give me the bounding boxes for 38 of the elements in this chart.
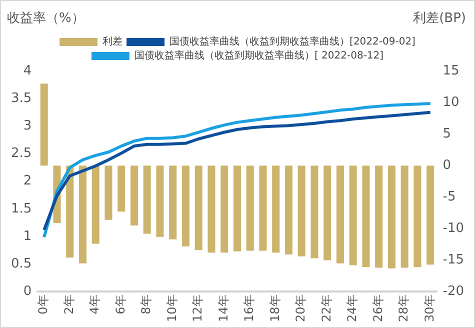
y-tick-label: 2 xyxy=(23,174,32,189)
x-tick-label: 4年 xyxy=(88,294,102,314)
y2-tick-label: 5 xyxy=(442,126,452,142)
x-tick-label: 12年 xyxy=(190,294,205,322)
x-tick-label: 10年 xyxy=(164,294,179,322)
y2-tick-label: 0 xyxy=(442,158,452,173)
x-tick-label: 6年 xyxy=(113,294,128,314)
x-tick-label: 18年 xyxy=(268,294,282,322)
y-tick-label: 1 xyxy=(23,228,32,244)
legend-label: 利差 xyxy=(102,36,123,48)
legend-label: 国债收益率曲线（收益到期收益率曲线）[ 2022-08-12] xyxy=(134,50,384,62)
y-tick-label: 4 xyxy=(23,63,32,78)
x-tick-label: 8年 xyxy=(139,294,154,314)
y-tick-label: 0 xyxy=(23,284,32,300)
x-tick-label: 14年 xyxy=(216,294,230,322)
legend-label: 国债收益率曲线（收益到期收益率曲线）[2022-09-02] xyxy=(170,36,416,48)
y-axis-title: 收益率（%） xyxy=(7,10,84,27)
y2-tick-label: -20 xyxy=(442,284,464,300)
x-tick-label: 30年 xyxy=(422,294,436,322)
x-tick-label: 2年 xyxy=(62,294,76,314)
y2-tick-label: -10 xyxy=(442,221,464,236)
y-tick-label: 3.5 xyxy=(10,90,32,106)
y-tick-label: 0.5 xyxy=(10,256,32,272)
y2-tick-label: 10 xyxy=(442,94,460,110)
x-tick-label: 16年 xyxy=(242,294,256,322)
x-tick-label: 24年 xyxy=(345,294,360,322)
y2-axis-title: 利差(BP) xyxy=(413,10,466,27)
x-tick-label: 0年 xyxy=(36,294,50,314)
y-tick-label: 1.5 xyxy=(10,201,32,216)
x-tick-label: 22年 xyxy=(319,294,334,322)
y2-tick-label: -15 xyxy=(442,252,464,268)
y-tick-label: 2.5 xyxy=(10,146,32,162)
x-tick-label: 28年 xyxy=(396,294,411,322)
y-tick-label: 3 xyxy=(23,118,32,134)
y2-tick-label: -5 xyxy=(442,190,456,205)
x-tick-label: 26年 xyxy=(370,294,385,322)
x-tick-label: 20年 xyxy=(294,294,308,322)
y2-tick-label: 15 xyxy=(442,63,460,78)
